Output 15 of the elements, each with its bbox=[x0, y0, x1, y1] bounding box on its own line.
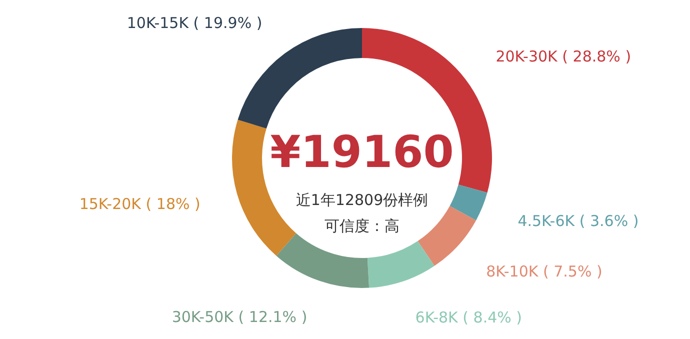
slice-label: 10K-15K ( 19.9% ) bbox=[126, 14, 262, 32]
text: ¥19160 bbox=[270, 127, 454, 178]
slice-label: 8K-10K ( 7.5% ) bbox=[486, 262, 602, 280]
slice-label: 15K-20K ( 18% ) bbox=[79, 194, 200, 213]
text: 近1年12809份样例 bbox=[296, 191, 428, 209]
text: 可信度：高 bbox=[324, 217, 400, 235]
slice-label: 6K-8K ( 8.4% ) bbox=[415, 308, 522, 326]
slice-label: 20K-30K ( 28.8% ) bbox=[496, 47, 632, 66]
slice-label: 4.5K-6K ( 3.6% ) bbox=[518, 212, 639, 230]
donut-slice bbox=[450, 184, 488, 220]
donut-slice bbox=[418, 206, 476, 266]
donut-slice bbox=[276, 233, 370, 288]
donut-slice bbox=[238, 28, 362, 129]
slice-label: 30K-50K ( 12.1% ) bbox=[172, 308, 308, 326]
donut-slice bbox=[367, 241, 434, 288]
